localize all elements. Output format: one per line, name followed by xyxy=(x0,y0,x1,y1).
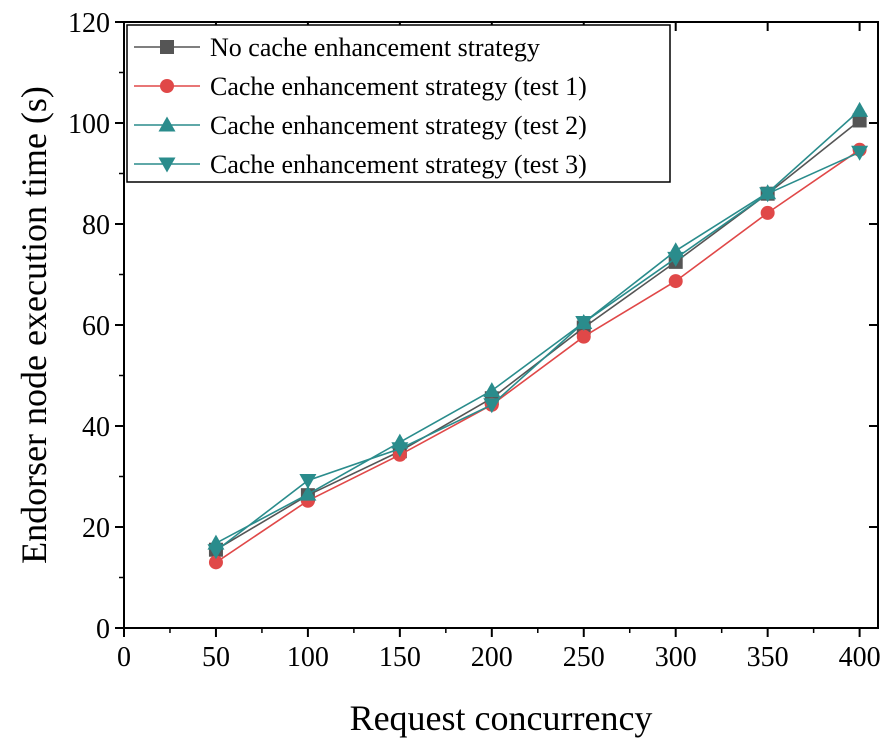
x-tick-label: 50 xyxy=(202,642,230,673)
data-point xyxy=(668,274,683,289)
legend-marker xyxy=(160,40,174,54)
data-point xyxy=(575,315,593,331)
y-tick-labels: 0 20 40 60 80 100 120 xyxy=(68,8,110,645)
series-layer xyxy=(207,101,869,570)
legend-box xyxy=(126,24,671,183)
y-axis-title: Endorser node execution time (s) xyxy=(14,86,54,564)
series-line xyxy=(215,119,861,551)
legend: No cache enhancement strategy Cache enhan… xyxy=(126,24,671,183)
x-tick-label: 300 xyxy=(655,642,697,673)
x-tick-label: 0 xyxy=(117,642,131,673)
x-axis-title: Request concurrency xyxy=(350,698,653,738)
plot-frame xyxy=(123,21,879,629)
series-line xyxy=(215,149,861,564)
data-point xyxy=(483,382,501,398)
series-line xyxy=(215,151,860,552)
legend-label: Cache enhancement strategy (test 1) xyxy=(210,72,587,101)
data-point xyxy=(760,205,775,220)
legend-entry: Cache enhancement strategy (test 1) xyxy=(134,72,587,101)
legend-entry: Cache enhancement strategy (test 3) xyxy=(134,150,587,179)
data-point xyxy=(391,442,409,458)
data-point xyxy=(852,113,867,128)
data-point xyxy=(299,485,317,501)
legend-marker xyxy=(158,157,176,173)
data-point xyxy=(576,329,591,344)
y-tick-label: 80 xyxy=(82,210,110,241)
legend-entry: No cache enhancement strategy xyxy=(134,33,540,62)
x-tick-label: 350 xyxy=(747,642,789,673)
data-point xyxy=(667,251,685,267)
y-tick-label: 0 xyxy=(96,614,110,645)
legend-entry: Cache enhancement strategy (test 2) xyxy=(134,111,587,140)
data-point xyxy=(851,145,869,161)
data-point xyxy=(207,544,225,560)
legend-marker xyxy=(158,116,176,132)
y-tick-label: 120 xyxy=(68,8,110,39)
x-tick-label: 100 xyxy=(287,642,329,673)
data-point xyxy=(851,101,869,117)
legend-label: Cache enhancement strategy (test 3) xyxy=(210,150,587,179)
x-tick-label: 250 xyxy=(563,642,605,673)
x-tick-labels: 0 50 100 150 200 250 300 350 400 xyxy=(117,642,881,673)
legend-marker xyxy=(160,79,174,93)
y-tick-label: 100 xyxy=(68,109,110,140)
y-tick-label: 40 xyxy=(82,412,110,443)
data-point xyxy=(759,187,777,203)
legend-label: Cache enhancement strategy (test 2) xyxy=(210,111,587,140)
y-tick-label: 60 xyxy=(82,311,110,342)
data-point xyxy=(208,555,223,570)
x-tick-label: 200 xyxy=(471,642,513,673)
series-4 xyxy=(207,145,869,560)
legend-label: No cache enhancement strategy xyxy=(210,33,540,62)
x-tick-label: 400 xyxy=(839,642,881,673)
legend-entries: No cache enhancement strategy Cache enhan… xyxy=(134,33,587,179)
series-line xyxy=(215,109,861,544)
y-tick-label: 20 xyxy=(82,513,110,544)
x-tick-label: 150 xyxy=(379,642,421,673)
data-point xyxy=(299,474,317,490)
data-point xyxy=(483,398,501,414)
